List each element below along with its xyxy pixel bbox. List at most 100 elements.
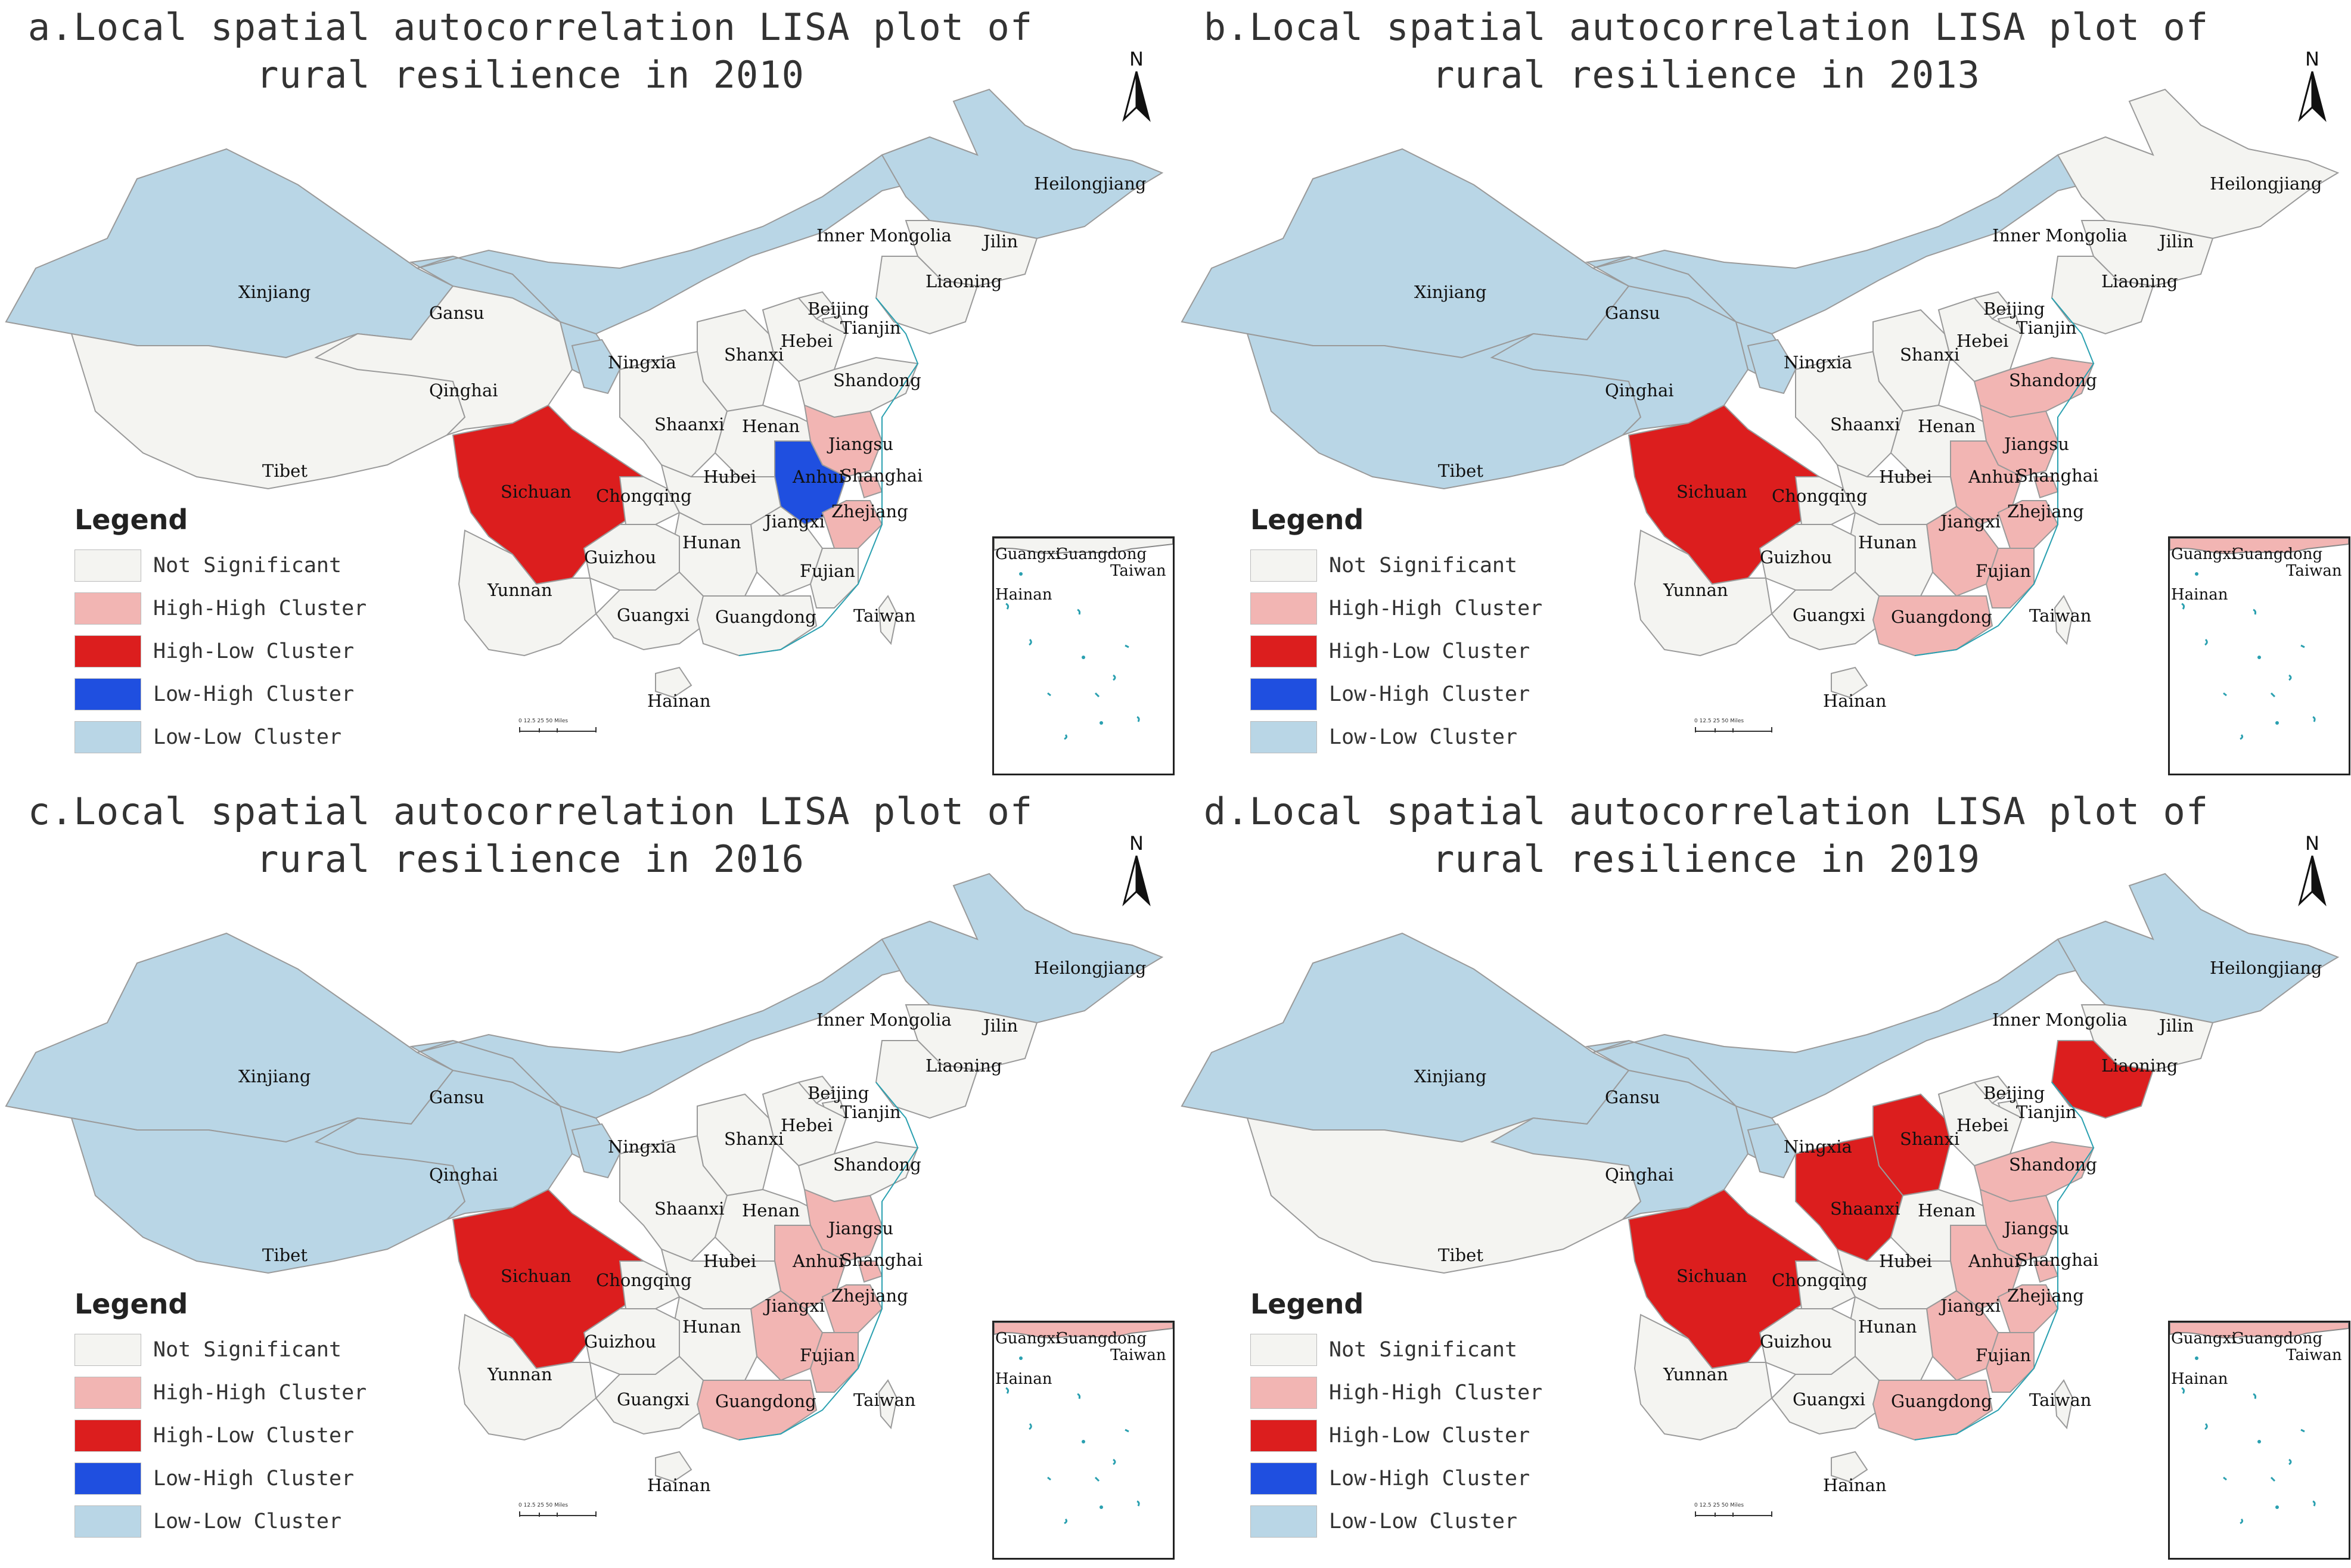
north-label: N bbox=[1129, 832, 1144, 855]
inset-label-hainan: Hainan bbox=[2171, 1370, 2228, 1388]
map-legend: Legend Not Significant High-High Cluster H… bbox=[1250, 1288, 1584, 1543]
province-label: Fujian bbox=[800, 1345, 855, 1365]
province-label: Chongqing bbox=[596, 1270, 692, 1290]
legend-swatch bbox=[1250, 1505, 1317, 1538]
legend-label: Not Significant bbox=[153, 554, 342, 577]
province-label: Yunnan bbox=[487, 580, 552, 600]
province-xinjiang bbox=[1181, 932, 1630, 1143]
province-label: Tibet bbox=[262, 1245, 308, 1265]
inset-label-guangxi: Guangxi bbox=[2171, 1330, 2237, 1347]
inset-label-hainan: Hainan bbox=[995, 586, 1052, 604]
legend-swatch bbox=[1250, 1377, 1317, 1409]
inset-label-taiwan: Taiwan bbox=[2286, 1346, 2342, 1364]
province-taiwan bbox=[2054, 1379, 2074, 1430]
province-label: Jiangxi bbox=[1939, 1296, 2001, 1316]
legend-title: Legend bbox=[74, 1288, 188, 1320]
legend-title: Legend bbox=[1250, 1288, 1364, 1320]
inset-label-hainan: Hainan bbox=[2171, 586, 2228, 604]
legend-swatch bbox=[1250, 1420, 1317, 1452]
north-arrow-icon: N bbox=[1116, 48, 1157, 125]
province-label: Shanghai bbox=[2016, 1250, 2098, 1270]
province-label: Taiwan bbox=[2029, 606, 2091, 626]
province-label: Shandong bbox=[833, 370, 921, 390]
province-label: Zhejiang bbox=[831, 1286, 908, 1306]
province-label: Guangxi bbox=[1793, 1389, 1865, 1409]
province-fujian bbox=[1985, 1332, 2035, 1393]
inset-label-hainan: Hainan bbox=[995, 1370, 1052, 1388]
inset-label-taiwan: Taiwan bbox=[2286, 562, 2342, 580]
province-label: Shanghai bbox=[840, 1250, 923, 1270]
province-label: Hebei bbox=[1956, 331, 2008, 351]
province-guangdong bbox=[1872, 595, 1993, 657]
inset-label-guangdong: Guangdong bbox=[2232, 545, 2323, 563]
province-label: Guangxi bbox=[1793, 605, 1865, 625]
north-label: N bbox=[2305, 832, 2319, 855]
province-label: Hubei bbox=[703, 467, 756, 487]
scale-label: 0 12.5 25 50 Miles bbox=[1694, 1502, 1744, 1508]
province-label: Henan bbox=[1918, 1200, 1976, 1221]
province-label: Xinjiang bbox=[1414, 282, 1486, 302]
province-ningxia bbox=[1747, 339, 1797, 395]
legend-title: Legend bbox=[1250, 504, 1364, 536]
legend-item-hl: High-Low Cluster bbox=[74, 1414, 408, 1457]
map-title-line2: rural resilience in 2016 bbox=[256, 837, 805, 881]
province-label: Tianjin bbox=[2016, 1102, 2077, 1122]
province-label: Yunnan bbox=[1663, 580, 1728, 600]
province-label: Jiangsu bbox=[2002, 434, 2069, 454]
legend-item-lh: Low-High Cluster bbox=[74, 673, 408, 716]
province-label: Shaanxi bbox=[654, 414, 724, 434]
north-arrow-icon: N bbox=[2291, 832, 2333, 909]
province-label: Tianjin bbox=[2016, 318, 2077, 338]
province-label: Yunnan bbox=[1663, 1364, 1728, 1384]
province-label: Henan bbox=[742, 1200, 800, 1221]
province-label: Inner Mongolia bbox=[1992, 1010, 2128, 1030]
inset-label-taiwan: Taiwan bbox=[1110, 562, 1166, 580]
province-fujian bbox=[1985, 548, 2035, 608]
legend-item-ll: Low-Low Cluster bbox=[74, 1500, 408, 1543]
legend-label: High-Low Cluster bbox=[1329, 1424, 1530, 1448]
province-label: Anhui bbox=[792, 467, 844, 487]
legend-swatch bbox=[1250, 1334, 1317, 1366]
coastline bbox=[1914, 1082, 2095, 1440]
map-title: a.Local spatial autocorrelation LISA plo… bbox=[0, 4, 1061, 99]
province-label: Jiangxi bbox=[763, 1296, 825, 1316]
province-xinjiang bbox=[1181, 148, 1630, 359]
legend-swatch bbox=[1250, 678, 1317, 710]
province-label: Guangxi bbox=[617, 605, 690, 625]
province-label: Liaoning bbox=[926, 271, 1002, 291]
legend-item-hl: High-Low Cluster bbox=[1250, 630, 1584, 673]
legend-swatch bbox=[74, 549, 141, 582]
north-label: N bbox=[2305, 48, 2319, 70]
map-legend: Legend Not Significant High-High Cluster H… bbox=[74, 1288, 408, 1543]
province-label: Guangdong bbox=[715, 607, 816, 627]
legend-label: Low-High Cluster bbox=[1329, 682, 1530, 706]
province-label: Tianjin bbox=[840, 1102, 901, 1122]
legend-item-hh: High-High Cluster bbox=[1250, 1371, 1584, 1414]
coastline bbox=[738, 297, 919, 656]
legend-item-lh: Low-High Cluster bbox=[1250, 673, 1584, 716]
province-taiwan bbox=[878, 1379, 898, 1430]
inset-label-guangdong: Guangdong bbox=[2232, 1330, 2323, 1347]
legend-swatch bbox=[1250, 592, 1317, 625]
province-label: Tibet bbox=[1438, 461, 1483, 481]
province-label: Shandong bbox=[2009, 370, 2097, 390]
legend-label: Not Significant bbox=[1329, 1338, 1518, 1362]
province-label: Guangdong bbox=[1891, 1391, 1992, 1411]
legend-swatch bbox=[74, 678, 141, 710]
province-label: Shandong bbox=[833, 1154, 921, 1175]
legend-item-hh: High-High Cluster bbox=[74, 587, 408, 630]
province-label: Sichuan bbox=[1676, 1266, 1747, 1286]
province-label: Anhui bbox=[1968, 467, 2020, 487]
province-label: Beijing bbox=[1983, 299, 2045, 319]
province-label: Henan bbox=[742, 416, 800, 436]
legend-swatch bbox=[74, 1463, 141, 1495]
province-label: Guizhou bbox=[1760, 547, 1832, 567]
province-label: Taiwan bbox=[853, 1390, 915, 1410]
province-label: Shandong bbox=[2009, 1154, 2097, 1175]
province-label: Tibet bbox=[1438, 1245, 1483, 1265]
province-label: Ningxia bbox=[608, 1137, 676, 1157]
legend-item-hh: High-High Cluster bbox=[74, 1371, 408, 1414]
south-china-sea-inset: Guangxi Guangdong Taiwan Hainan bbox=[992, 536, 1175, 775]
province-label: Jilin bbox=[2157, 231, 2194, 251]
province-hainan bbox=[655, 1451, 692, 1483]
